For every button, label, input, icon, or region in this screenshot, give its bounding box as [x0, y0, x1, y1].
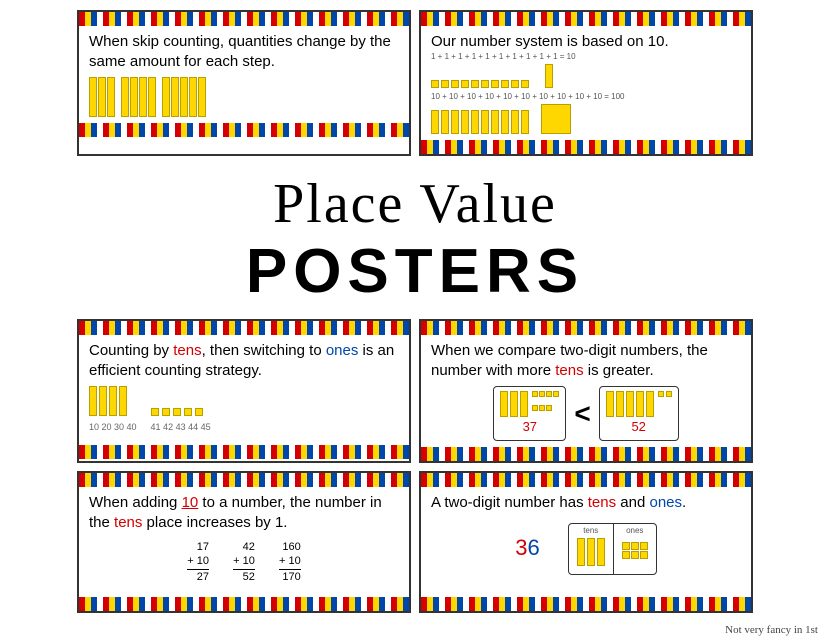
- poster-add-ten: When adding 10 to a number, the number i…: [77, 471, 411, 613]
- ones-count-labels: 41 42 43 44 45: [151, 422, 211, 434]
- poster-text: When we compare two-digit numbers, the n…: [431, 341, 741, 380]
- middle-row: Counting by tens, then switching to ones…: [77, 319, 753, 463]
- ten-highlight: 10: [182, 494, 199, 511]
- decorative-border: [421, 597, 751, 611]
- math-col-2: 42 + 10 52: [233, 540, 255, 584]
- poster-text: Our number system is based on 10.: [431, 32, 741, 52]
- decorative-border: [421, 447, 751, 461]
- compare-left-num: 37: [523, 419, 537, 434]
- tens-count-labels: 10 20 30 40: [89, 422, 137, 434]
- poster-counting-strategy: Counting by tens, then switching to ones…: [77, 319, 411, 463]
- tens-highlight: tens: [114, 514, 142, 531]
- tens-col-label: tens: [577, 526, 605, 536]
- decorative-border: [421, 473, 751, 487]
- poster-text: A two-digit number has tens and ones.: [431, 493, 741, 513]
- two-digit-visual: 36 tens ones: [431, 523, 741, 575]
- poster-two-digit: A two-digit number has tens and ones. 36…: [419, 471, 753, 613]
- ones-col-label: ones: [622, 526, 648, 536]
- compare-right-num: 52: [631, 419, 645, 434]
- ones-highlight: ones: [649, 494, 682, 511]
- skip-visual: [89, 77, 399, 117]
- compare-visual: 37 < 52: [431, 386, 741, 441]
- poster-text: Counting by tens, then switching to ones…: [89, 341, 399, 380]
- ones-visual: [431, 64, 741, 88]
- decorative-border: [421, 140, 751, 154]
- title-line1: Place Value: [77, 172, 753, 236]
- poster-base-ten: Our number system is based on 10. 1 + 1 …: [419, 10, 753, 156]
- bottom-row: When adding 10 to a number, the number i…: [77, 471, 753, 613]
- decorative-border: [79, 445, 409, 459]
- tens-visual: [431, 104, 741, 134]
- poster-skip-counting: When skip counting, quantities change by…: [77, 10, 411, 156]
- place-value-box: tens ones: [568, 523, 657, 575]
- title-block: Place Value POSTERS: [77, 164, 753, 319]
- equation-tens: 10 + 10 + 10 + 10 + 10 + 10 + 10 + 10 + …: [431, 92, 741, 102]
- tens-highlight: tens: [588, 494, 616, 511]
- math-col-3: 160 + 10 170: [279, 540, 301, 584]
- top-row: When skip counting, quantities change by…: [77, 10, 753, 156]
- number-36: 36: [515, 534, 540, 563]
- equation-ones: 1 + 1 + 1 + 1 + 1 + 1 + 1 + 1 + 1 + 1 = …: [431, 52, 741, 62]
- decorative-border: [79, 321, 409, 335]
- credit-text: Not very fancy in 1st: [725, 624, 818, 636]
- compare-right: 52: [599, 386, 679, 441]
- decorative-border: [79, 597, 409, 611]
- decorative-border: [79, 123, 409, 137]
- math-col-1: 17 + 10 27: [187, 540, 209, 584]
- ones-highlight: ones: [326, 342, 359, 359]
- title-line2: POSTERS: [77, 236, 753, 307]
- poster-text: When skip counting, quantities change by…: [89, 32, 399, 71]
- addition-visual: 17 + 10 27 42 + 10 52 160 + 10 170: [89, 540, 399, 584]
- poster-compare: When we compare two-digit numbers, the n…: [419, 319, 753, 463]
- counting-visual: 10 20 30 40 41 42 43 44 45: [89, 386, 399, 433]
- decorative-border: [421, 12, 751, 26]
- decorative-border: [79, 473, 409, 487]
- compare-left: 37: [493, 386, 566, 441]
- poster-text: When adding 10 to a number, the number i…: [89, 493, 399, 532]
- less-than-symbol: <: [574, 396, 590, 432]
- tens-highlight: tens: [173, 342, 201, 359]
- decorative-border: [421, 321, 751, 335]
- tens-highlight: tens: [555, 362, 583, 379]
- decorative-border: [79, 12, 409, 26]
- poster-collage: When skip counting, quantities change by…: [77, 0, 753, 631]
